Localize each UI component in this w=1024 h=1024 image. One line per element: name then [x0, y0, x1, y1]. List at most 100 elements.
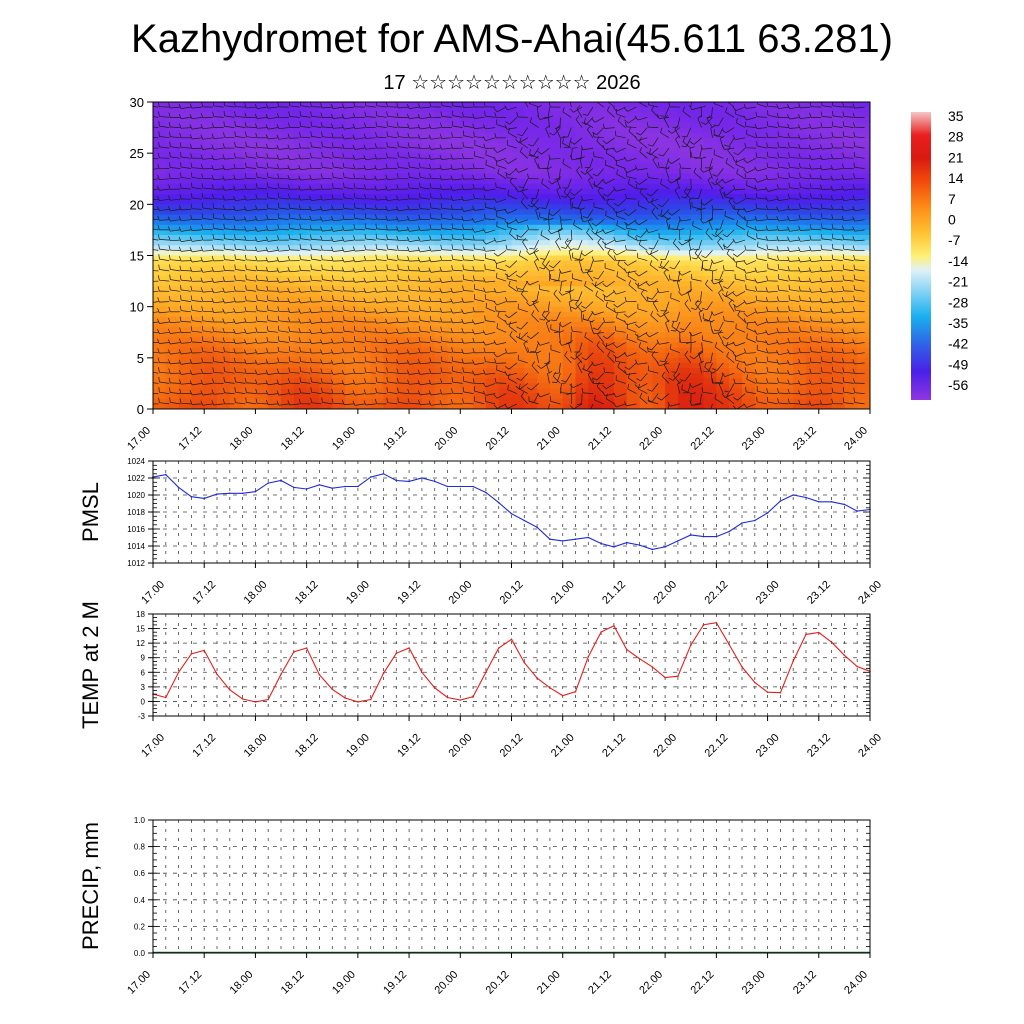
heatmap-cell	[370, 362, 385, 369]
heatmap-cell	[613, 132, 628, 139]
wind-barb-shaft	[311, 146, 322, 149]
heatmap-cell	[549, 311, 564, 318]
heatmap-cell	[677, 311, 692, 318]
heatmap-cell	[677, 362, 692, 369]
wind-barb-flag	[385, 318, 388, 324]
heatmap-cell	[421, 229, 436, 236]
heatmap-cell	[409, 393, 423, 400]
wind-barb-shaft	[343, 330, 355, 333]
heatmap-cell	[434, 137, 449, 144]
wind-barb-shaft	[365, 157, 376, 161]
heatmap-cell	[857, 291, 870, 298]
heatmap-cell	[703, 327, 717, 333]
wind-barb-flag	[309, 225, 312, 230]
heatmap-cell	[434, 173, 449, 180]
heatmap-cell	[626, 255, 641, 262]
heatmap-cell	[805, 316, 820, 323]
heatmap-cell	[460, 352, 474, 359]
heatmap-cell	[690, 107, 705, 113]
wind-barb-flag	[320, 328, 323, 334]
heatmap-cell	[485, 188, 500, 195]
heatmap-cell	[332, 224, 346, 231]
wind-barb-flag	[266, 172, 269, 178]
heatmap-cell	[229, 327, 244, 333]
heatmap-cell	[677, 194, 692, 200]
heatmap-cell	[153, 250, 167, 257]
wind-barb-flag	[223, 233, 225, 239]
heatmap-cell	[178, 311, 193, 318]
wind-barb-shaft	[300, 115, 311, 118]
heatmap-cell	[153, 347, 167, 354]
wind-barb-shaft	[246, 126, 257, 128]
heatmap-cell	[165, 378, 180, 385]
wind-barb-shaft	[202, 250, 213, 252]
heatmap-cell	[293, 316, 308, 323]
wind-barb-flag	[298, 175, 301, 181]
wind-barb-shaft	[343, 147, 355, 150]
heatmap-cell	[357, 214, 372, 221]
heatmap-cell	[537, 281, 551, 287]
heatmap-cell	[716, 332, 730, 338]
heatmap-cell	[652, 240, 666, 246]
heatmap-cell	[191, 393, 205, 400]
wind-barb-shaft	[343, 229, 355, 231]
wind-barb-shaft	[354, 168, 365, 170]
heatmap-cell	[370, 378, 385, 385]
heatmap-cell	[191, 214, 205, 221]
wind-barb-shaft	[365, 270, 376, 273]
wind-barb-shaft	[224, 178, 235, 181]
wind-barb-flag	[375, 223, 377, 229]
wind-barb-shaft	[333, 156, 344, 159]
heatmap-cell	[805, 373, 820, 379]
heatmap-cell	[434, 250, 449, 257]
heatmap-cell	[178, 188, 193, 195]
heatmap-cell	[229, 260, 244, 267]
wind-barb-flag	[245, 387, 247, 393]
heatmap-cell	[652, 275, 666, 282]
wind-barb-flag	[385, 205, 388, 211]
heatmap-cell	[754, 235, 769, 241]
heatmap-cell	[473, 102, 487, 108]
wind-barb-shaft	[387, 188, 398, 191]
heatmap-cell	[754, 122, 769, 129]
heatmap-cell	[268, 214, 282, 221]
heatmap-cell	[281, 393, 295, 400]
wind-barb-shaft	[257, 372, 268, 375]
heatmap-cell	[729, 311, 743, 318]
heatmap-cell	[357, 291, 372, 298]
heatmap-cell	[844, 168, 858, 175]
wind-barb-shaft	[409, 402, 420, 405]
heatmap-cell	[537, 224, 551, 231]
heatmap-cell	[332, 219, 346, 226]
heatmap-cell	[217, 403, 231, 409]
heatmap-cell	[613, 163, 628, 170]
heatmap-cell	[690, 322, 705, 328]
heatmap-cell	[754, 107, 769, 113]
heatmap-cell	[690, 122, 705, 129]
wind-barb-flag	[439, 389, 443, 395]
heatmap-cell	[473, 235, 487, 241]
heatmap-cell	[793, 332, 807, 338]
heatmap-cell	[741, 332, 756, 338]
heatmap-cell	[549, 132, 564, 139]
wind-barb-flag	[287, 174, 291, 180]
heatmap-cell	[844, 153, 858, 159]
heatmap-cell	[319, 398, 333, 405]
wind-barb-flag	[385, 338, 388, 344]
wind-barb-shaft	[311, 125, 322, 128]
heatmap-cell	[652, 250, 666, 257]
wind-barb-flag	[255, 316, 258, 322]
heatmap-cell	[345, 388, 359, 395]
heatmap-cell	[281, 204, 295, 211]
heatmap-cell	[370, 214, 385, 221]
wind-barb-flag	[256, 172, 258, 178]
heatmap-cell	[818, 296, 833, 303]
heatmap-cell	[242, 137, 257, 144]
heatmap-cell	[319, 158, 333, 164]
heatmap-cell	[690, 383, 705, 390]
heatmap-cell	[665, 275, 679, 282]
heatmap-cell	[857, 327, 870, 333]
heatmap-cell	[434, 199, 449, 205]
heatmap-cell	[831, 332, 845, 338]
wind-barb-shaft	[170, 106, 181, 109]
